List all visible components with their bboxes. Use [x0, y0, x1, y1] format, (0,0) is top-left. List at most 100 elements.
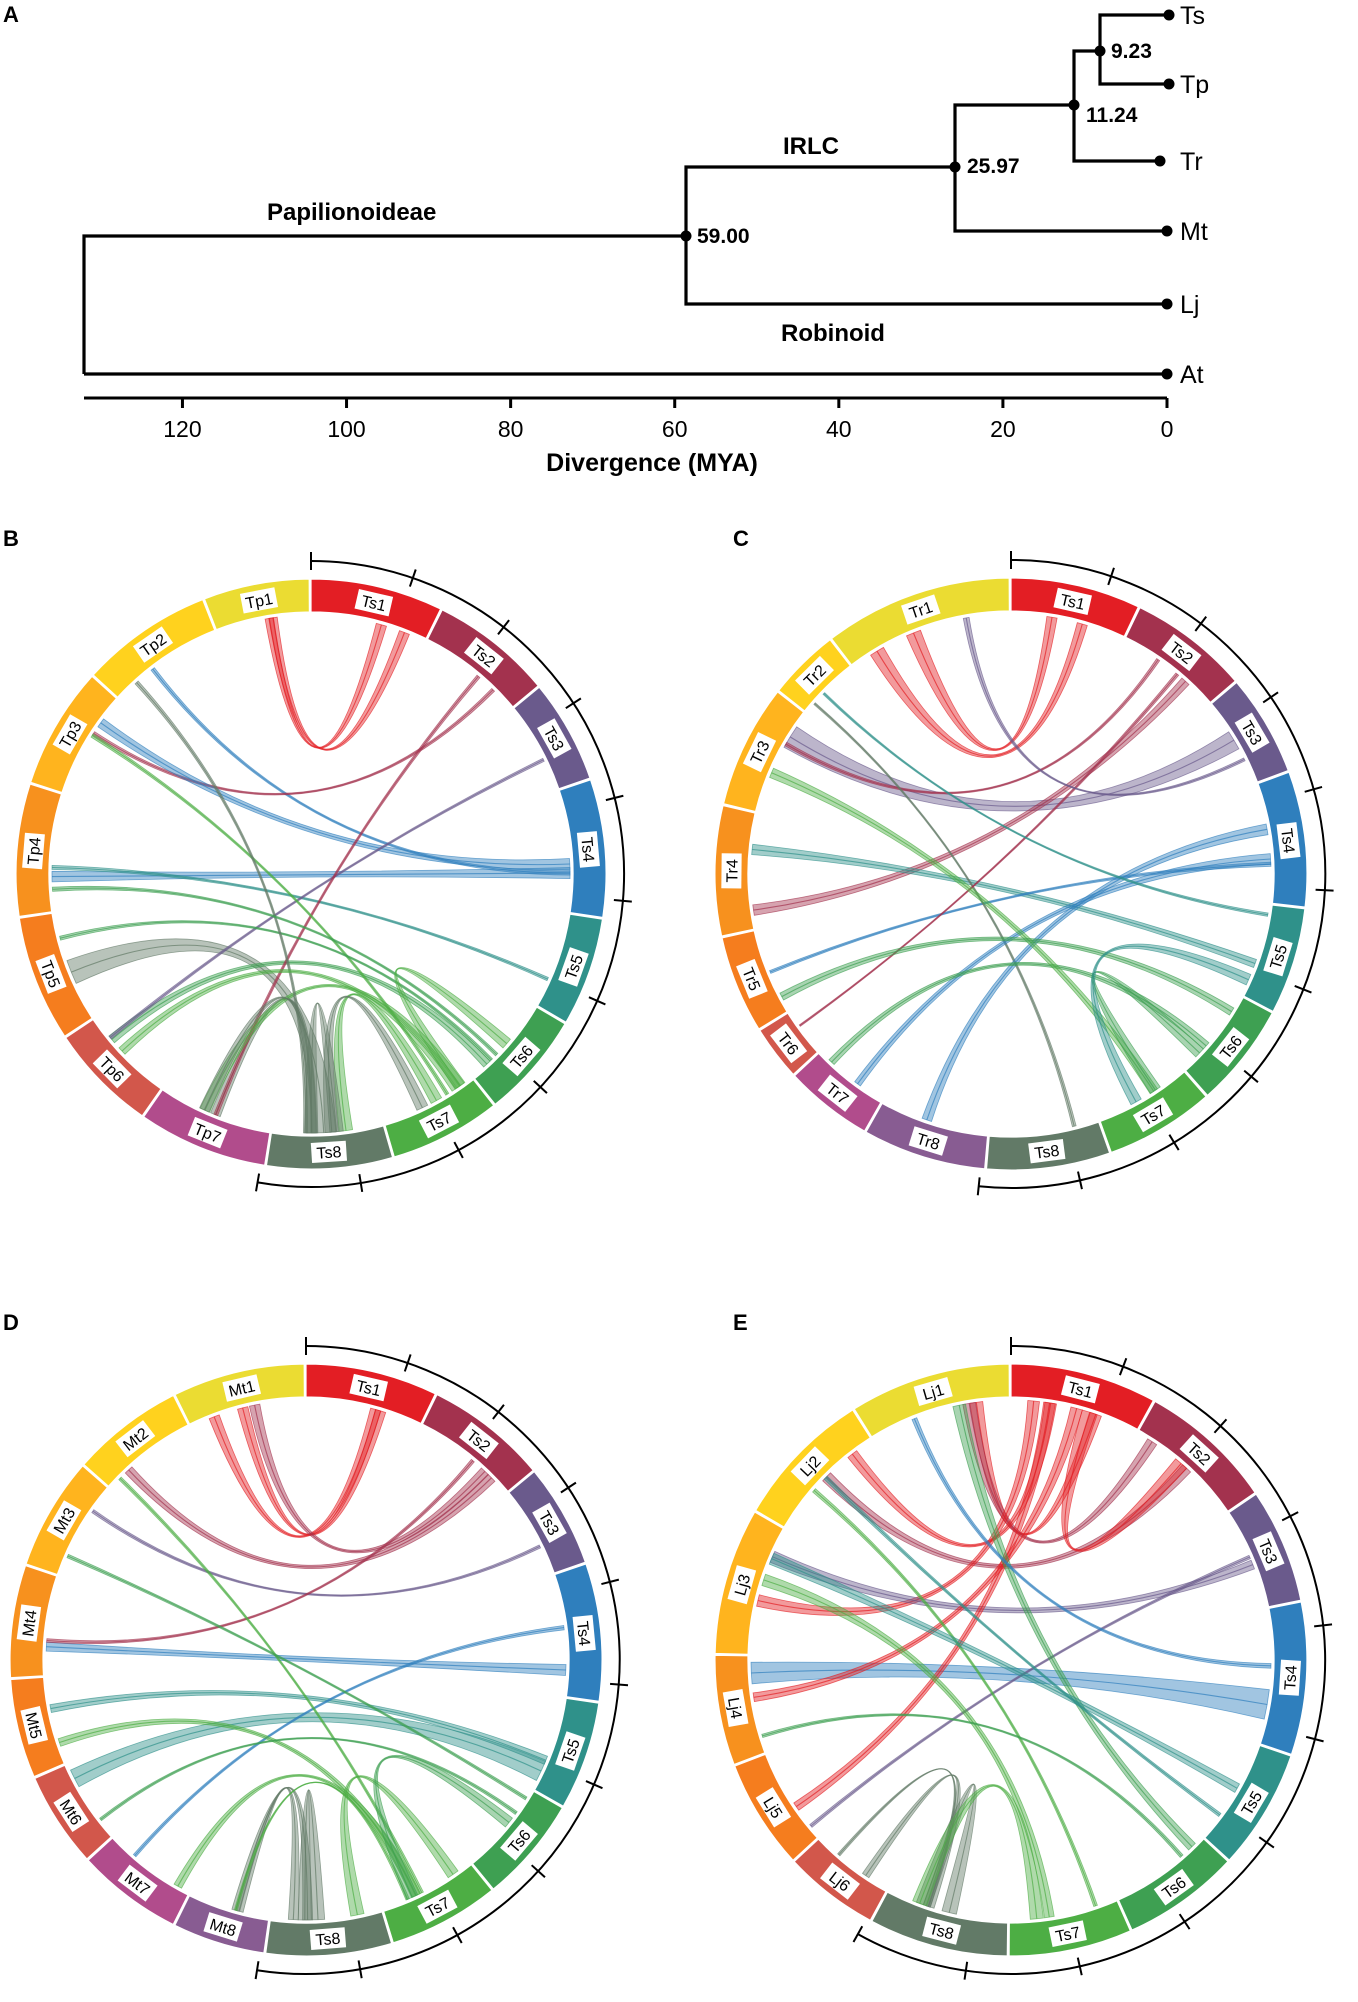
chromosome-label-box	[1276, 822, 1301, 860]
synteny-line	[814, 703, 1075, 1127]
synteny-line	[753, 680, 1186, 911]
chromosome-label-box	[417, 1889, 458, 1924]
chromosome-label-group: Ts1	[1060, 1375, 1100, 1404]
synteny-ribbon	[798, 672, 1180, 1027]
scale-tick	[1281, 1511, 1299, 1522]
synteny-line	[965, 617, 1245, 796]
scale-tick	[497, 619, 510, 635]
axis-tick-label: 60	[662, 416, 688, 442]
synteny-line	[59, 921, 492, 1061]
synteny-links	[750, 1400, 1272, 1920]
synteny-ribbon	[822, 1464, 1192, 1569]
chromosome-label-box	[908, 1126, 948, 1156]
synteny-line	[235, 1781, 409, 1911]
scale-ticks	[852, 1337, 1333, 1980]
chromosome-label-group: Tr4	[721, 853, 742, 889]
synteny-ribbon	[59, 920, 493, 1062]
chromosome-label: Tr4	[724, 859, 741, 883]
axis-ticks: 120 100 80 60 40 20 0	[163, 398, 1173, 442]
chromosome-label-box	[770, 1023, 808, 1064]
scale-tick	[1118, 1357, 1128, 1376]
chromosome-label-box	[736, 958, 768, 999]
chromosome-label: Ts8	[1034, 1143, 1061, 1163]
scale-tick	[1076, 1957, 1083, 1976]
synteny-line	[100, 1737, 517, 1820]
chromosome-label-box	[310, 1140, 348, 1164]
scale-tick	[1168, 1134, 1180, 1151]
synteny-line	[238, 1787, 296, 1920]
synteny-ribbon	[108, 960, 491, 1068]
synteny-line	[912, 617, 1053, 751]
chromosome-label-group: Ts4	[1276, 822, 1301, 860]
synteny-ribbon	[46, 1458, 475, 1645]
scale-tick	[601, 1578, 620, 1586]
chromosome-label-group: Ts4	[576, 831, 600, 868]
synteny-line	[785, 659, 1159, 794]
scale-tick	[452, 1926, 463, 1944]
scale-tick	[1077, 1171, 1083, 1190]
synteny-line	[67, 1555, 527, 1799]
axis-tick-label: 20	[990, 416, 1016, 442]
chromosome-label-box	[239, 587, 279, 614]
synteny-ribbon	[752, 1406, 1083, 1703]
chromosome-label-box	[1179, 1434, 1219, 1473]
chromosome-label-group: Tr5	[736, 958, 768, 999]
chromosome-label-group: Mt8	[203, 1912, 243, 1942]
synteny-line	[751, 1669, 1268, 1706]
chromosome-label-box	[532, 1502, 567, 1543]
chromosome-label-group: Tp1	[239, 587, 279, 614]
synteny-ribbon	[132, 1625, 565, 1858]
chromosome-label: Mt4	[20, 1609, 40, 1638]
scale-tick	[530, 1864, 546, 1879]
chromosome-label-box	[555, 1731, 586, 1771]
tip-dot	[1163, 9, 1175, 21]
synteny-ribbon	[861, 1774, 961, 1909]
synteny-ribbon	[823, 1475, 1222, 1817]
synteny-ribbon	[373, 1754, 513, 1901]
synteny-links	[751, 616, 1272, 1128]
synteny-line	[52, 887, 498, 1055]
synteny-ribbon	[921, 823, 1269, 1123]
chromosome-label-group: Ts8	[922, 1916, 962, 1945]
synteny-ribbon	[756, 1400, 1040, 1616]
chromosome-label-box	[742, 731, 777, 773]
synteny-ribbon	[769, 861, 1272, 974]
chromosome-label: Ts8	[316, 1144, 342, 1163]
chromosome-label-box	[1234, 712, 1270, 753]
chromosome-label-box	[1211, 1026, 1250, 1067]
synteny-line	[762, 1714, 1183, 1857]
synteny-line	[100, 722, 570, 866]
synteny-line	[109, 759, 544, 1039]
chromosome-label-box	[913, 1377, 953, 1406]
synteny-ribbon	[57, 1718, 421, 1899]
chromosome-label-box	[35, 953, 67, 994]
synteny-circos-ts-lj: Ts1Ts2Ts3Ts4Ts5Ts6Ts7Ts8Lj6Lj5Lj4Lj3Lj2L…	[714, 1337, 1333, 1980]
scale-tick	[852, 1925, 864, 1943]
synteny-ribbon	[1090, 943, 1252, 1106]
synteny-ribbon	[912, 1784, 1044, 1920]
synteny-ribbon	[51, 864, 549, 982]
synteny-line	[121, 970, 457, 1090]
chromosome-label-box	[203, 1912, 243, 1942]
synteny-ribbon	[905, 616, 1058, 751]
synteny-ribbon	[809, 1554, 1251, 1828]
chromosome-label-box	[53, 1791, 90, 1833]
chromosome-label-group: Ts1	[1053, 587, 1092, 616]
node-dot	[1068, 99, 1080, 111]
chromosome-label: Ts4	[577, 836, 596, 862]
chromosome-label: Ts5	[1268, 943, 1292, 972]
chromosome-label-box	[790, 1446, 830, 1486]
chromosome-label-box	[502, 1036, 541, 1077]
synteny-line	[781, 938, 1232, 1013]
chromosome-label-box	[1028, 1139, 1066, 1164]
phylogeny-tree	[82, 13, 1169, 376]
synteny-line	[203, 997, 312, 1134]
chromosome-label-group: Mt5	[20, 1705, 49, 1745]
chromosome-label-box	[901, 594, 941, 625]
panel-label-b: B	[3, 526, 19, 551]
synteny-line	[919, 1784, 1038, 1919]
scale-tick	[963, 1961, 969, 1980]
scale-tick	[1213, 1418, 1228, 1434]
scale-tick	[1294, 985, 1312, 994]
clade-label-irlc: IRLC	[783, 133, 839, 160]
